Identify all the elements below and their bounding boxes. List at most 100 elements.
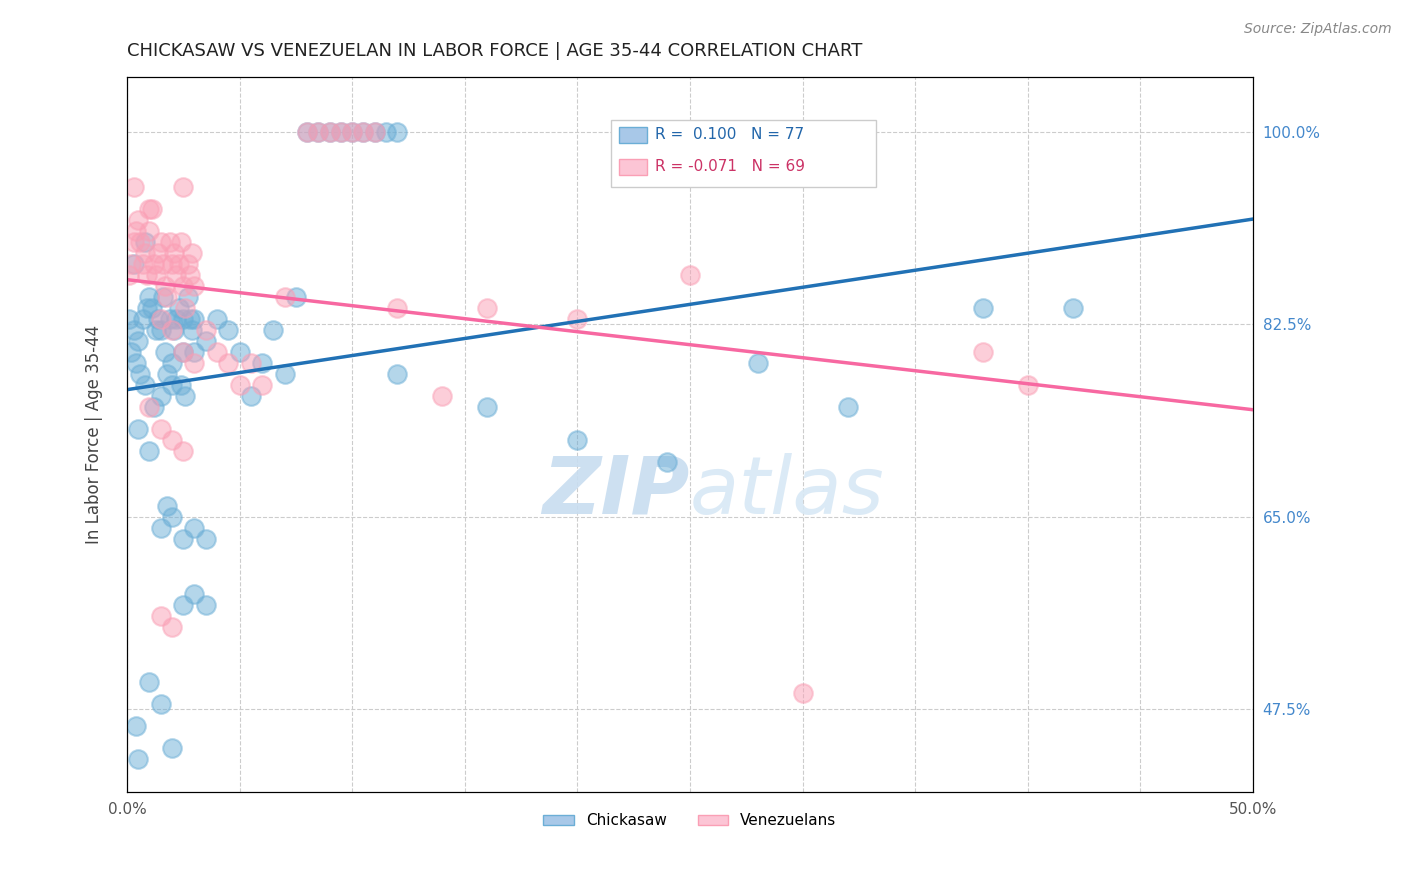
Point [156, 290, 179, 304]
Point [340, 125, 363, 139]
Text: R =  0.100   N = 77: R = 0.100 N = 77 [655, 127, 804, 142]
Point [138, 202, 160, 216]
Point [148, 245, 170, 260]
Point [120, 344, 142, 359]
Point [172, 179, 194, 194]
Point [138, 674, 160, 689]
Point [307, 125, 329, 139]
Point [174, 301, 197, 315]
Point [792, 686, 814, 700]
Point [152, 257, 174, 271]
Point [160, 377, 183, 392]
Point [156, 367, 179, 381]
Point [262, 323, 284, 337]
Text: Source: ZipAtlas.com: Source: ZipAtlas.com [1244, 22, 1392, 37]
Point [127, 212, 149, 227]
Point [352, 125, 374, 139]
Point [125, 719, 148, 733]
Point [138, 224, 160, 238]
Point [183, 356, 205, 370]
Point [228, 377, 250, 392]
Point [134, 377, 156, 392]
Point [136, 301, 159, 315]
Point [432, 389, 454, 403]
Bar [619, 128, 647, 143]
Text: R = -0.071   N = 69: R = -0.071 N = 69 [655, 159, 806, 174]
Point [160, 509, 183, 524]
Point [138, 443, 160, 458]
Point [307, 125, 329, 139]
Point [284, 290, 307, 304]
FancyBboxPatch shape [612, 120, 876, 187]
Point [149, 422, 172, 436]
Point [149, 389, 172, 403]
Point [363, 125, 385, 139]
Point [125, 356, 148, 370]
Point [1017, 377, 1039, 392]
Point [160, 323, 183, 337]
Point [125, 224, 148, 238]
Point [149, 323, 172, 337]
Point [295, 125, 318, 139]
Point [172, 278, 194, 293]
Point [183, 344, 205, 359]
Point [172, 443, 194, 458]
Point [837, 400, 859, 414]
Point [1062, 301, 1084, 315]
Point [149, 235, 172, 249]
Point [172, 311, 194, 326]
Point [163, 245, 186, 260]
Point [239, 356, 262, 370]
Point [747, 356, 769, 370]
Text: CHICKASAW VS VENEZUELAN IN LABOR FORCE | AGE 35-44 CORRELATION CHART: CHICKASAW VS VENEZUELAN IN LABOR FORCE |… [127, 42, 862, 60]
Point [134, 245, 156, 260]
Point [172, 532, 194, 546]
Text: atlas: atlas [690, 452, 884, 531]
Point [183, 278, 205, 293]
Point [567, 433, 589, 447]
Point [181, 245, 204, 260]
Point [318, 125, 340, 139]
Point [145, 268, 167, 282]
Point [657, 455, 679, 469]
Point [217, 356, 239, 370]
Point [477, 400, 499, 414]
Point [183, 521, 205, 535]
Point [160, 257, 183, 271]
Point [273, 290, 295, 304]
Point [205, 311, 228, 326]
Point [122, 179, 145, 194]
Point [177, 290, 200, 304]
Point [127, 422, 149, 436]
Point [122, 257, 145, 271]
Point [329, 125, 352, 139]
Point [122, 323, 145, 337]
Point [194, 334, 217, 348]
Point [250, 356, 273, 370]
Point [160, 740, 183, 755]
Point [131, 257, 153, 271]
Point [972, 301, 994, 315]
Point [142, 400, 165, 414]
Point [141, 202, 163, 216]
Point [127, 752, 149, 766]
Point [156, 499, 179, 513]
Point [179, 311, 201, 326]
Point [166, 268, 188, 282]
Point [138, 400, 160, 414]
Point [167, 257, 190, 271]
Point [163, 323, 186, 337]
Point [127, 334, 149, 348]
Point [183, 587, 205, 601]
Point [179, 268, 201, 282]
Point [250, 377, 273, 392]
Point [170, 235, 193, 249]
Point [295, 125, 318, 139]
Bar [619, 159, 647, 175]
Point [120, 257, 142, 271]
Point [329, 125, 352, 139]
Point [385, 367, 408, 381]
Point [141, 301, 163, 315]
Y-axis label: In Labor Force | Age 35-44: In Labor Force | Age 35-44 [86, 325, 103, 544]
Point [134, 235, 156, 249]
